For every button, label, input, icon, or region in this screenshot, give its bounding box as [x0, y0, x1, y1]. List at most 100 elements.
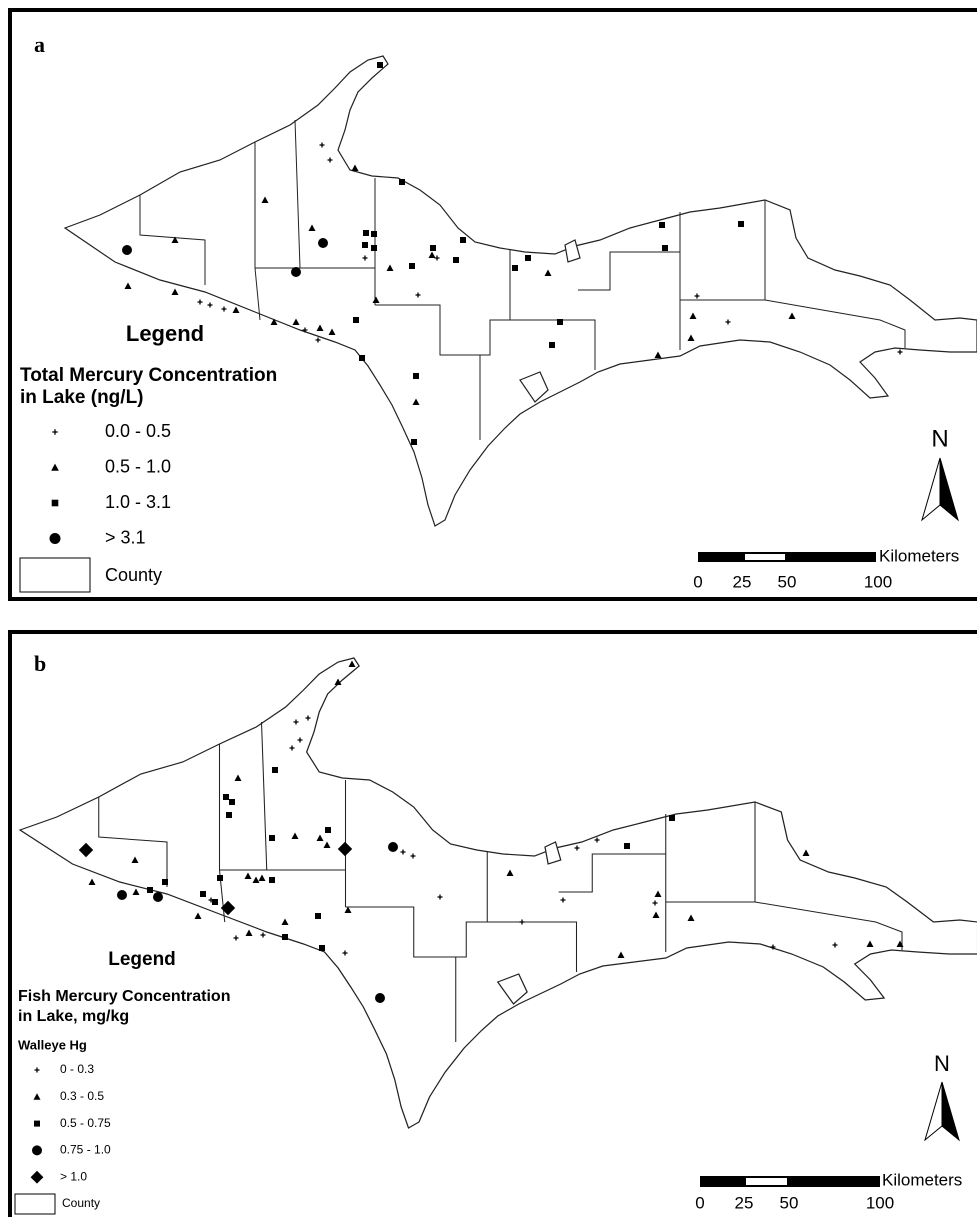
symbol-triangle	[171, 288, 179, 295]
legend-title: in Lake (ng/L)	[20, 387, 144, 408]
symbol-triangle	[316, 834, 324, 841]
legend-item: 1.0 - 3.1	[105, 492, 171, 512]
symbol-square	[662, 245, 668, 251]
sites	[78, 660, 904, 1003]
symbol-plus	[400, 849, 406, 855]
symbol-square	[413, 373, 419, 379]
symbol-square	[272, 767, 278, 773]
scale-unit: Kilometers	[882, 1170, 962, 1189]
scale-label: 100	[864, 572, 892, 591]
legend-items: 0.0 - 0.5 0.5 - 1.0 1.0 - 3.1 > 3.1	[49, 421, 171, 547]
symbol-square	[147, 887, 153, 893]
symbol-triangle	[351, 164, 359, 171]
symbol-circle	[388, 842, 398, 852]
symbol-triangle	[687, 334, 695, 341]
symbol-square	[325, 827, 331, 833]
legend-heading: Legend	[108, 949, 176, 970]
symbol-circle	[153, 892, 163, 902]
symbol-square	[377, 62, 383, 68]
symbol-triangle	[344, 906, 352, 913]
symbol-diamond	[220, 900, 236, 916]
symbol-circle	[318, 238, 328, 248]
symbol-square	[359, 355, 365, 361]
symbol-square	[217, 875, 223, 881]
symbol-plus	[694, 293, 700, 299]
symbol-square	[229, 799, 235, 805]
symbol-triangle	[232, 306, 240, 313]
symbol-triangle	[652, 911, 660, 918]
north-arrow	[939, 457, 959, 522]
symbol-plus	[221, 306, 227, 312]
symbol-square	[409, 263, 415, 269]
symbol-plus	[297, 737, 303, 743]
symbol-diamond	[30, 1170, 44, 1184]
scale-label: 50	[780, 1193, 799, 1212]
symbol-square	[315, 913, 321, 919]
symbol-triangle	[802, 849, 810, 856]
symbol-square	[371, 231, 377, 237]
symbol-triangle	[194, 912, 202, 919]
symbol-plus	[197, 299, 203, 305]
symbol-plus	[207, 302, 213, 308]
symbol-triangle	[788, 312, 796, 319]
scale-bar	[745, 554, 785, 560]
symbol-triangle	[687, 914, 695, 921]
symbol-triangle	[261, 196, 269, 203]
symbol-square	[282, 934, 288, 940]
symbol-square	[659, 222, 665, 228]
symbol-square	[226, 812, 232, 818]
symbol-triangle	[33, 1093, 41, 1100]
symbol-plus	[415, 292, 421, 298]
symbol-triangle	[281, 918, 289, 925]
sites	[122, 62, 903, 445]
legend-item: 0.5 - 1.0	[105, 456, 171, 476]
symbol-square	[223, 794, 229, 800]
panel-label: b	[34, 651, 46, 676]
map	[19, 657, 977, 1129]
symbol-square	[363, 230, 369, 236]
symbol-plus	[560, 897, 566, 903]
symbol-triangle	[252, 876, 260, 883]
symbol-triangle	[323, 841, 331, 848]
symbol-square	[557, 319, 563, 325]
symbol-square	[512, 265, 518, 271]
symbol-triangle	[308, 224, 316, 231]
symbol-plus	[305, 715, 311, 721]
symbol-circle	[49, 533, 61, 544]
symbol-plus	[594, 837, 600, 843]
symbol-plus	[302, 327, 308, 333]
symbol-plus	[34, 1067, 40, 1073]
north-arrow	[921, 457, 941, 522]
scale-unit: Kilometers	[879, 546, 959, 565]
symbol-triangle	[372, 296, 380, 303]
symbol-plus	[327, 157, 333, 163]
legend-item: 0.75 - 1.0	[60, 1143, 111, 1157]
map	[64, 55, 977, 527]
symbol-plus	[233, 935, 239, 941]
legend-item: 0.0 - 0.5	[105, 421, 171, 441]
scale-bar	[698, 552, 876, 562]
symbol-plus	[434, 255, 440, 261]
symbol-square	[669, 815, 675, 821]
county-swatch	[14, 1193, 56, 1215]
symbol-circle	[32, 1145, 42, 1156]
scale-label: 100	[866, 1193, 894, 1212]
symbol-triangle	[292, 318, 300, 325]
county-swatch	[19, 557, 91, 593]
symbol-plus	[342, 950, 348, 956]
symbol-triangle	[291, 832, 299, 839]
symbol-square	[624, 843, 630, 849]
symbol-triangle	[428, 251, 436, 258]
symbol-square	[34, 1120, 40, 1127]
symbol-square	[549, 342, 555, 348]
legend-group: Walleye Hg	[18, 1037, 87, 1052]
scale-label: 50	[778, 572, 797, 591]
symbol-square	[430, 245, 436, 251]
scale-bar	[746, 1178, 787, 1185]
symbol-square	[460, 237, 466, 243]
legend-item: County	[62, 1196, 100, 1210]
symbol-triangle	[544, 269, 552, 276]
symbol-square	[738, 221, 744, 227]
symbol-square	[162, 879, 168, 885]
symbol-triangle	[258, 874, 266, 881]
